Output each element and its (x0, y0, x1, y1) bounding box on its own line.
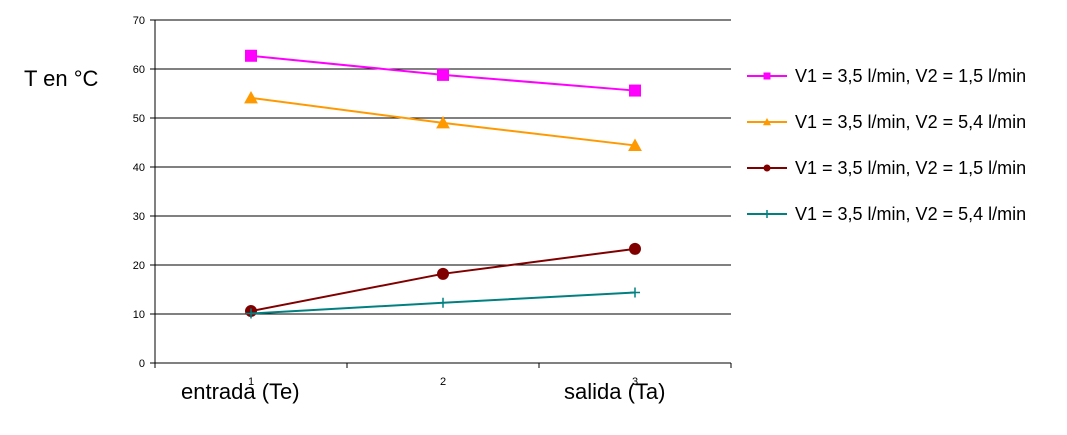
legend-swatch-0 (747, 72, 787, 80)
x-tick-label: 3 (632, 376, 638, 388)
data-point (437, 68, 449, 81)
legend-label: V1 = 3,5 l/min, V2 = 5,4 l/min (795, 204, 1027, 224)
data-point (630, 287, 640, 298)
data-point (246, 308, 256, 319)
legend-marker (762, 117, 772, 126)
x-tick-label: 1 (248, 376, 254, 388)
legend-swatch-2 (747, 164, 787, 172)
legend-label: V1 = 3,5 l/min, V2 = 1,5 l/min (795, 66, 1027, 86)
y-tick-label: 70 (133, 15, 145, 27)
data-point (629, 84, 641, 97)
data-point (438, 297, 448, 308)
data-point (628, 138, 642, 151)
legend-swatch-3 (747, 210, 787, 218)
data-point (436, 116, 450, 129)
y-tick-label: 30 (133, 211, 145, 223)
data-point (629, 242, 641, 255)
y-tick-label: 60 (133, 64, 145, 76)
y-axis-label: T en °C (24, 66, 99, 91)
legend-marker (763, 210, 771, 218)
y-tick-label: 20 (133, 260, 145, 272)
y-tick-label: 0 (139, 358, 145, 370)
x-axis-note-entrada: entrada (Te) (181, 379, 300, 404)
data-point (244, 91, 258, 104)
legend-marker (763, 72, 771, 80)
data-point (245, 49, 257, 62)
legend-swatch-1 (747, 117, 787, 126)
x-tick-label: 2 (440, 376, 446, 388)
x-axis-note-salida: salida (Ta) (564, 379, 666, 404)
legend-label: V1 = 3,5 l/min, V2 = 5,4 l/min (795, 112, 1027, 132)
y-tick-label: 10 (133, 309, 145, 321)
legend-marker (763, 164, 771, 172)
data-point (437, 267, 449, 280)
legend-label: V1 = 3,5 l/min, V2 = 1,5 l/min (795, 158, 1027, 178)
y-tick-label: 50 (133, 113, 145, 125)
y-tick-label: 40 (133, 162, 145, 174)
